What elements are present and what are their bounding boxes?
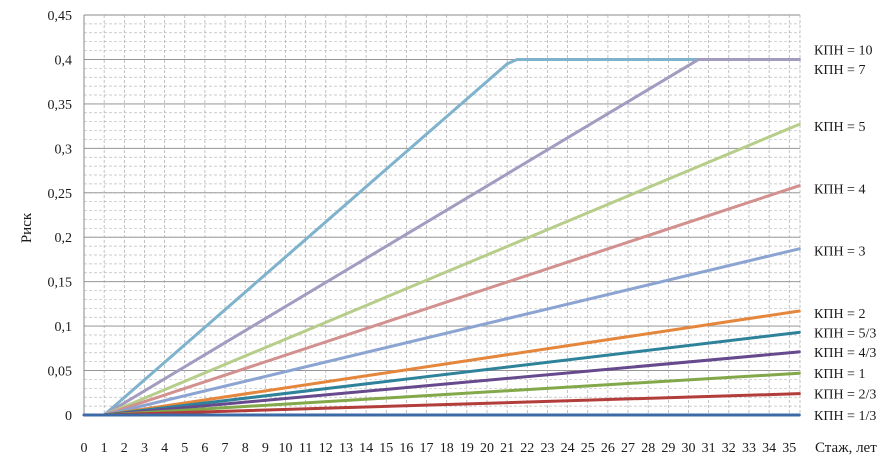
y-tick-labels: 0 0,05 0,1 0,15 0,2 0,25 0,3 0,35 0,4 0,45: [48, 9, 73, 424]
series-line-10: [102, 392, 801, 417]
x-tick-label: 9: [262, 441, 269, 456]
x-tick-label: 2: [121, 441, 128, 456]
x-tick-label: 3: [141, 441, 148, 456]
series-label: КПН = 1/3: [814, 409, 876, 424]
series-line-3: [102, 122, 801, 417]
x-tick-label: 21: [500, 441, 514, 456]
x-tick-label: 27: [621, 441, 635, 456]
x-tick-label: 7: [222, 441, 229, 456]
series-lines: [82, 57, 801, 417]
x-tick-label: 34: [762, 441, 776, 456]
x-tick-label: 6: [201, 441, 208, 456]
series-label: КПН = 7: [814, 63, 865, 78]
x-tick-label: 18: [440, 441, 454, 456]
x-tick-label: 10: [279, 441, 293, 456]
y-tick-label: 0: [65, 409, 72, 424]
series-line-2: [102, 57, 801, 417]
x-tick-label: 20: [480, 441, 494, 456]
x-axis-title: Стаж, лет: [815, 440, 877, 456]
y-tick-label: 0,2: [55, 231, 73, 246]
series-line-7: [102, 330, 801, 417]
x-tick-label: 1: [101, 441, 108, 456]
series-line-4: [102, 184, 801, 417]
y-axis-title: Риск: [19, 212, 35, 243]
series-label: КПН = 5/3: [814, 326, 876, 341]
series-line-6: [102, 309, 801, 417]
x-tick-label: 8: [242, 441, 249, 456]
series-label: КПН = 5: [814, 120, 865, 135]
x-tick-label: 0: [81, 441, 88, 456]
x-tick-label: 28: [641, 441, 655, 456]
x-tick-label: 26: [601, 441, 615, 456]
series-line-1: [102, 57, 801, 417]
series-line-8: [102, 350, 801, 417]
x-tick-label: 4: [161, 441, 168, 456]
series-label: КПН = 1: [814, 367, 865, 382]
x-tick-label: 5: [181, 441, 188, 456]
series-labels: КПН = 10 КПН = 7 КПН = 5 КПН = 4 КПН = 3 КПН …: [814, 44, 876, 424]
x-tick-label: 25: [581, 441, 595, 456]
x-tick-label: 16: [399, 441, 413, 456]
y-tick-label: 0,15: [48, 276, 73, 291]
axes: [83, 15, 800, 416]
x-tick-labels: 0 1 2 3 4 5 6 7 8 9 10 11 12 13 14 15 16 17 18 19 20 21 22 23 24…: [81, 441, 797, 456]
x-tick-label: 29: [661, 441, 675, 456]
y-tick-label: 0,45: [48, 9, 73, 24]
y-tick-label: 0,3: [55, 142, 73, 157]
series-label: КПН = 2: [814, 307, 865, 322]
x-tick-label: 17: [420, 441, 434, 456]
x-tick-label: 11: [299, 441, 312, 456]
series-label: КПН = 2/3: [814, 388, 876, 403]
x-tick-label: 24: [561, 441, 575, 456]
x-tick-label: 13: [339, 441, 353, 456]
grid-lines: [84, 14, 801, 415]
x-tick-label: 23: [540, 441, 554, 456]
y-tick-label: 0,1: [55, 320, 73, 335]
y-tick-label: 0,25: [48, 187, 73, 202]
series-label: КПН = 4: [814, 182, 865, 197]
y-tick-label: 0,4: [55, 53, 73, 68]
series-line-5: [102, 247, 801, 417]
x-tick-label: 35: [782, 441, 796, 456]
x-tick-label: 33: [742, 441, 756, 456]
x-tick-label: 30: [682, 441, 696, 456]
x-tick-label: 32: [722, 441, 736, 456]
series-line-9: [102, 371, 801, 417]
x-tick-label: 14: [359, 441, 373, 456]
y-tick-label: 0,35: [48, 98, 73, 113]
x-tick-label: 12: [319, 441, 333, 456]
y-tick-label: 0,05: [48, 365, 73, 380]
x-tick-label: 15: [379, 441, 393, 456]
series-label: КПН = 10: [814, 44, 872, 59]
series-label: КПН = 3: [814, 245, 865, 260]
x-tick-label: 22: [520, 441, 534, 456]
x-tick-label: 31: [702, 441, 716, 456]
x-tick-label: 19: [460, 441, 474, 456]
series-label: КПН = 4/3: [814, 346, 876, 361]
